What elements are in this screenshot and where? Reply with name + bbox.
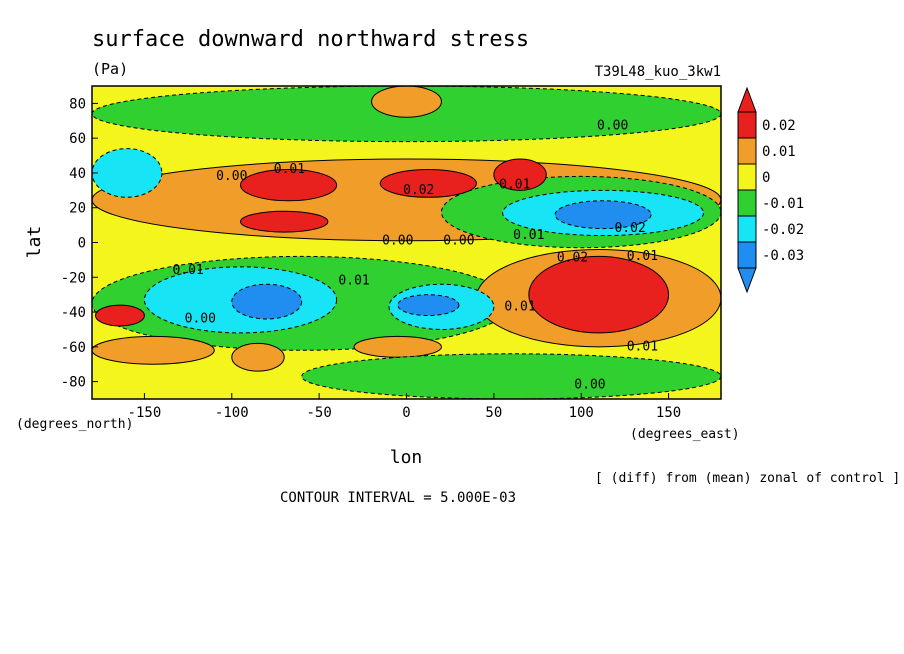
field-region-7 (379, 168, 477, 198)
contour-label-8: 0.02 (614, 221, 645, 236)
colorbar-segment (737, 163, 757, 191)
contour-label-13: 0.01 (504, 299, 535, 314)
field-region-21 (92, 335, 215, 365)
contour-label-15: 0.01 (627, 339, 658, 354)
contour-label-6: 0.00 (443, 233, 474, 248)
field-region-6 (240, 210, 329, 233)
contour-label-7: 0.01 (513, 228, 544, 243)
colorbar-label: -0.03 (762, 248, 804, 264)
contour-label-11: 0.02 (557, 251, 588, 266)
contour-label-3: 0.01 (499, 178, 530, 193)
x-tick-label: -50 (306, 405, 331, 421)
field-region-17 (92, 148, 163, 198)
x-tick-label: 100 (569, 405, 594, 421)
colorbar-segment (737, 111, 757, 139)
contour-label-2: 0.02 (403, 183, 434, 198)
colorbar-label: 0.02 (762, 118, 796, 134)
y-tick-label: 40 (69, 166, 86, 182)
y-tick-label: 0 (78, 236, 86, 252)
diff-note: [ (diff) from (mean) zonal of control ] (595, 471, 900, 486)
contour-label-4: 0.00 (597, 118, 628, 133)
contour-labels: 0.00 0.01 0.02 0.01 0.00 0.00 0.00 0.01 0.02 0.01… (172, 118, 658, 392)
field-region-20 (353, 335, 442, 358)
x-tick-label: -100 (215, 405, 249, 421)
colorbar-label: -0.02 (762, 222, 804, 238)
contour-label-1: 0.01 (274, 162, 305, 177)
field-region-5 (240, 168, 338, 202)
field-region-14 (231, 283, 303, 320)
colorbar-label: -0.01 (762, 196, 804, 212)
y-tick-label: 20 (69, 201, 86, 217)
units-label: (Pa) (92, 60, 128, 78)
contour-label-14: 0.00 (185, 312, 216, 327)
contour-label-5: 0.00 (382, 233, 413, 248)
y-tick-label: -80 (61, 375, 86, 391)
colorbar-top-arrow (737, 86, 757, 113)
y-tick-label: -40 (61, 305, 86, 321)
field-region-19 (231, 342, 285, 372)
field-region-12 (554, 200, 652, 230)
x-tick-label: 50 (485, 405, 502, 421)
x-tick-label: -150 (128, 405, 162, 421)
field-region-18 (371, 86, 442, 118)
x-axis: -150 -100 -50 0 50 100 150 (128, 393, 681, 421)
x-tick-label: 0 (402, 405, 410, 421)
colorbar-segment (737, 241, 757, 269)
contour-label-10: 0.01 (338, 273, 369, 288)
field-region-10 (94, 304, 145, 327)
chart-title: surface downward northward stress (92, 27, 529, 52)
field-region-8 (493, 158, 547, 191)
y-axis: 80 60 40 20 0 -20 -40 -60 -80 (61, 96, 98, 391)
colorbar-segment (737, 215, 757, 243)
contour-label-12: 0.01 (627, 249, 658, 264)
contour-label-0: 0.00 (216, 169, 247, 184)
run-label: T39L48_kuo_3kw1 (595, 64, 721, 80)
colorbar-segment (737, 189, 757, 217)
y-tick-label: -20 (61, 270, 86, 286)
x-units-label: (degrees_east) (630, 427, 740, 442)
field-region-16 (397, 294, 460, 317)
x-axis-title: lon (390, 447, 423, 468)
colorbar-bottom-arrow (737, 267, 757, 294)
field-regions (92, 86, 721, 399)
colorbar-label: 0.01 (762, 144, 796, 160)
y-axis-title: lat (24, 226, 45, 259)
colorbar-segment (737, 137, 757, 165)
contour-label-16: 0.00 (574, 378, 605, 393)
y-tick-label: -60 (61, 340, 86, 356)
colorbar: 0.02 0.01 0 -0.01 -0.02 -0.03 (737, 86, 804, 294)
colorbar-label: 0 (762, 170, 770, 186)
y-tick-label: 60 (69, 131, 86, 147)
contour-label-9: 0.01 (172, 263, 203, 278)
field-region-9 (528, 255, 670, 334)
y-tick-label: 80 (69, 96, 86, 112)
field-region-22 (301, 353, 721, 399)
x-tick-label: 150 (656, 405, 681, 421)
y-units-label: (degrees_north) (16, 417, 133, 432)
contour-interval: CONTOUR INTERVAL = 5.000E-03 (280, 490, 516, 506)
